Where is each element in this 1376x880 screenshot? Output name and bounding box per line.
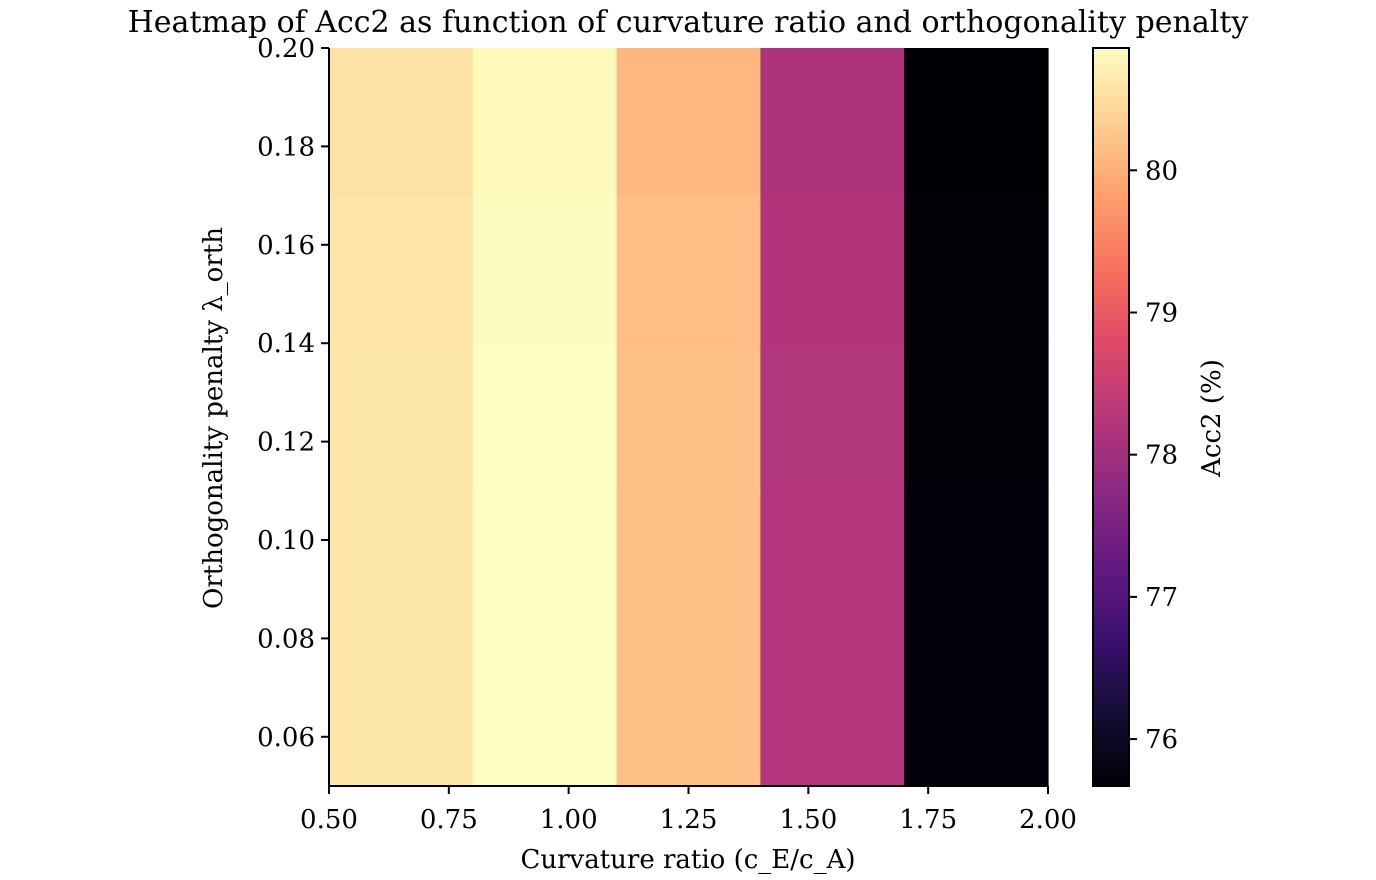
heatmap-cell — [760, 638, 905, 787]
y-tick-label: 0.16 — [257, 231, 315, 261]
heatmap-cell — [904, 343, 1049, 492]
y-tick-label: 0.14 — [257, 329, 315, 359]
heatmap-cell — [904, 638, 1049, 787]
heatmap-cell — [760, 195, 905, 344]
heatmap-cell — [472, 343, 618, 492]
heatmap-cell — [329, 48, 474, 197]
x-axis-label: Curvature ratio (c_E/c_A) — [520, 845, 855, 875]
colorbar-gradient — [1093, 48, 1129, 786]
heatmap-cell — [616, 195, 761, 344]
x-tick-label: 2.00 — [1019, 805, 1077, 835]
x-tick-label: 1.00 — [540, 805, 598, 835]
y-axis-ticks: 0.06 0.08 0.10 0.12 0.14 0.16 0.18 0.20 — [257, 34, 329, 753]
heatmap-cell — [760, 343, 905, 492]
chart-title: Heatmap of Acc2 as function of curvature… — [128, 5, 1249, 40]
x-tick-label: 0.50 — [300, 805, 358, 835]
heatmap-cell — [472, 48, 618, 197]
heatmap-cells — [329, 48, 1049, 787]
heatmap-cell — [329, 638, 474, 787]
heatmap-cell — [616, 343, 761, 492]
x-axis-ticks: 0.50 0.75 1.00 1.25 1.50 1.75 2.00 — [300, 786, 1077, 835]
y-tick-label: 0.08 — [257, 624, 315, 654]
heatmap-cell — [760, 48, 905, 197]
heatmap-cell — [616, 48, 761, 197]
colorbar — [1092, 47, 1130, 787]
heatmap-cell — [904, 195, 1049, 344]
colorbar-tick-label: 76 — [1145, 725, 1178, 755]
y-tick-label: 0.20 — [257, 34, 315, 64]
colorbar-tick-label: 77 — [1145, 583, 1178, 613]
heatmap-cell — [760, 490, 905, 639]
colorbar-ticks: 76 77 78 79 80 — [1129, 156, 1178, 755]
heatmap-cell — [329, 343, 474, 492]
y-axis-label: Orthogonality penalty λ_orth — [199, 227, 229, 609]
y-tick-label: 0.06 — [257, 723, 315, 753]
x-tick-label: 0.75 — [420, 805, 478, 835]
x-tick-label: 1.75 — [899, 805, 957, 835]
colorbar-tick-label: 79 — [1145, 298, 1178, 328]
colorbar-label: Acc2 (%) — [1197, 359, 1227, 478]
heatmap-cell — [329, 490, 474, 639]
x-tick-label: 1.25 — [660, 805, 718, 835]
heatmap-cell — [904, 48, 1049, 197]
heatmap-cell — [472, 195, 618, 344]
colorbar-frame — [1092, 47, 1130, 787]
colorbar-tick-label: 78 — [1145, 441, 1178, 471]
heatmap-cell — [329, 195, 474, 344]
x-tick-label: 1.50 — [779, 805, 837, 835]
y-tick-label: 0.12 — [257, 428, 315, 458]
colorbar-tick-label: 80 — [1145, 156, 1178, 186]
heatmap-cell — [904, 490, 1049, 639]
y-tick-label: 0.10 — [257, 526, 315, 556]
y-tick-label: 0.18 — [257, 132, 315, 162]
heatmap-cell — [472, 638, 618, 787]
heatmap-cell — [616, 490, 761, 639]
heatmap-cell — [472, 490, 618, 639]
heatmap-cell — [616, 638, 761, 787]
